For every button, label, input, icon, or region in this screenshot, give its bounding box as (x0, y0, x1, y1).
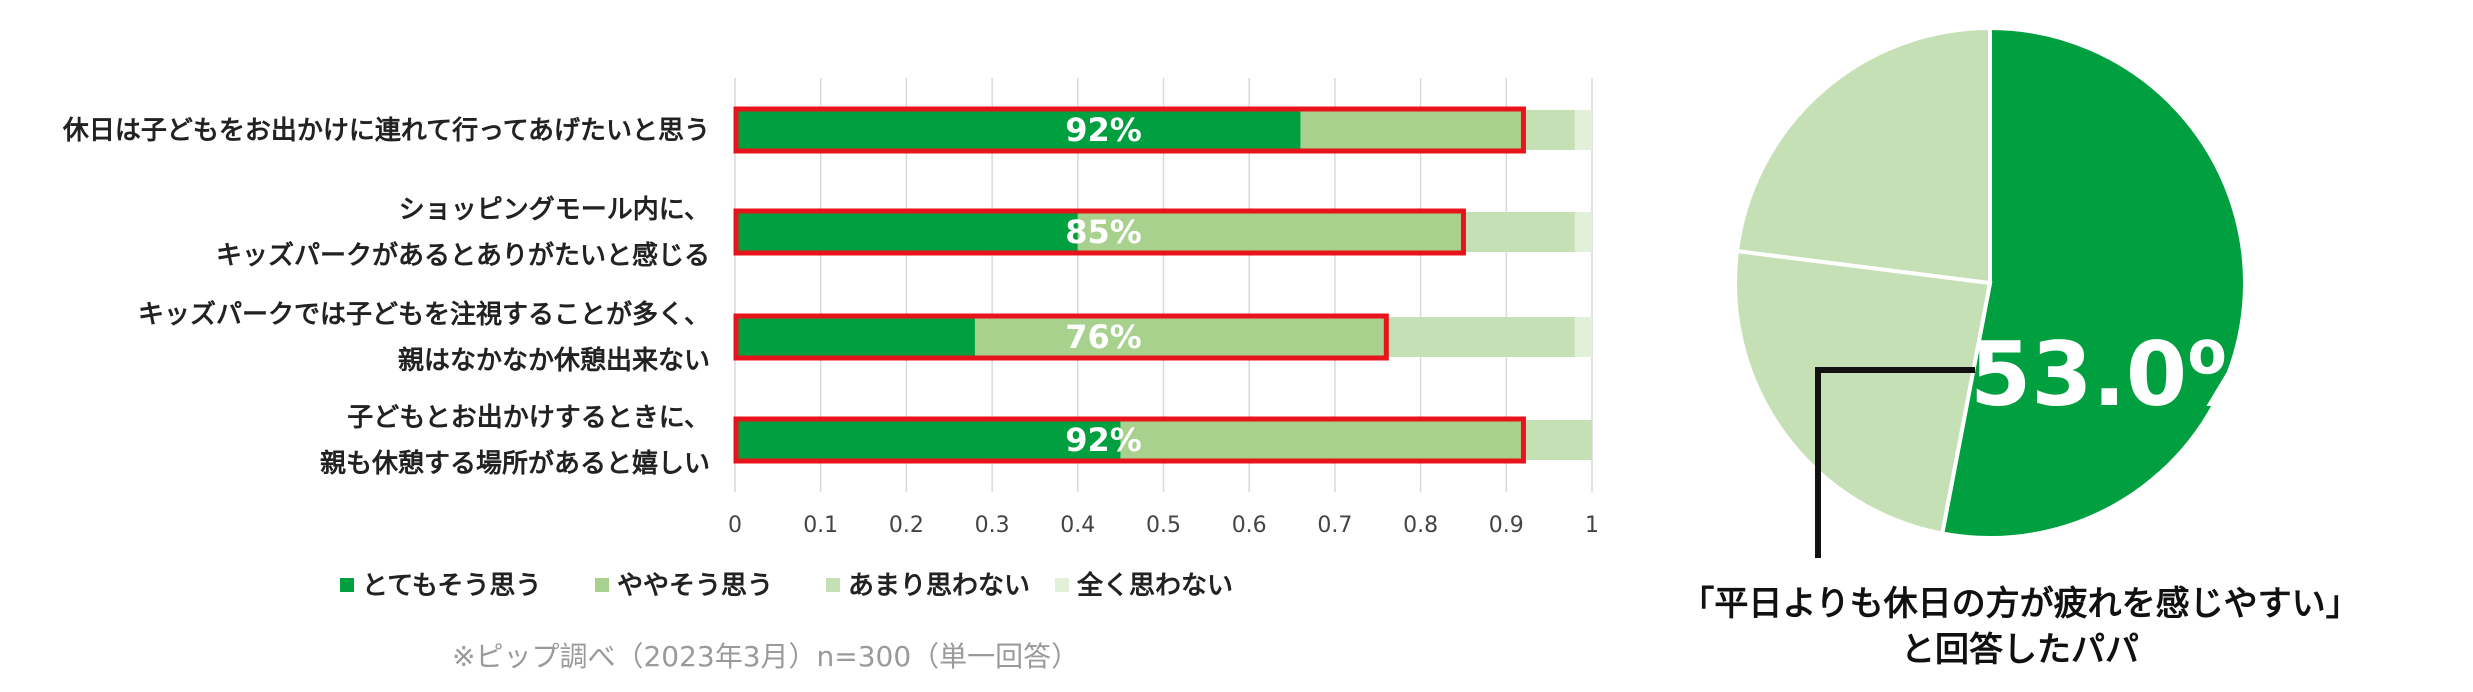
stacked-bar-chart: 休日は子どもをお出かけに連れて行ってあげたいと思うショッピングモール内に、キッズ… (62, 78, 1599, 673)
pie-slices (1733, 25, 2247, 540)
category-label: キッズパークでは子どもを注視することが多く、 (138, 299, 710, 330)
legend-item: あまり思わない (826, 571, 1030, 601)
legend-item: とてもそう思う (340, 571, 541, 601)
bar-segment (1077, 212, 1464, 252)
x-tick-label: 1 (1585, 513, 1599, 538)
pie-slice (1734, 25, 1992, 286)
x-tick-label: 0.5 (1146, 513, 1181, 538)
category-label: 休日は子どもをお出かけに連れて行ってあげたいと思う (62, 115, 710, 146)
legend-swatch (826, 578, 840, 592)
legend-label: とてもそう思う (362, 571, 541, 601)
percent-labels: 92% 85% 76% 92% (1065, 111, 1142, 459)
bar-segment (1463, 212, 1575, 252)
category-label: ショッピングモール内に、 (399, 195, 710, 225)
bar-segment (1574, 212, 1592, 252)
highlight-box (733, 313, 1389, 361)
x-tick-label: 0.9 (1489, 513, 1524, 538)
bar-segment (735, 110, 1301, 150)
category-label: 親も休憩する場所があると嬉しい (320, 448, 710, 479)
callout-line (1815, 367, 1975, 558)
caption-line: と回答したパパ (1901, 630, 2139, 670)
x-tick-label: 0.2 (889, 513, 924, 538)
bar-segment (735, 420, 1121, 460)
highlight-box (733, 208, 1466, 256)
pie-slice (1733, 248, 1993, 536)
highlight-box (733, 416, 1526, 464)
percent-label: 92% (1065, 421, 1142, 459)
category-label: キッズパークがあるとありがたいと感じる (216, 240, 710, 271)
legend-swatch (1055, 578, 1069, 592)
bar-series (735, 110, 1592, 460)
bar-segment (1523, 420, 1592, 460)
bar-segment (1120, 420, 1524, 460)
percent-label: 92% (1065, 111, 1142, 149)
x-tick-label: 0.1 (803, 513, 838, 538)
legend-swatch (340, 578, 354, 592)
pie-slice (1939, 25, 2247, 540)
legend-item: 全く思わない (1055, 570, 1233, 601)
legend-label: あまり思わない (848, 571, 1030, 601)
highlight-boxes (733, 106, 1526, 464)
bar-segment (735, 317, 975, 357)
category-labels: 休日は子どもをお出かけに連れて行ってあげたいと思うショッピングモール内に、キッズ… (62, 115, 710, 479)
bar-segment (1574, 317, 1592, 357)
legend: とてもそう思う ややそう思う あまり思わない 全く思わない (340, 570, 1233, 601)
pie-chart: 53.0% 「平日よりも休日の方が疲れを感じやすい」と回答したパパ (1680, 25, 2360, 670)
x-tick-label: 0.4 (1060, 513, 1095, 538)
category-label: 子どもとお出かけするときに、 (347, 403, 710, 433)
bar-segment (1574, 110, 1592, 150)
legend-label: ややそう思う (617, 571, 773, 601)
pie-slice-label: 53.0% (1970, 323, 2275, 426)
bar-segment (1300, 110, 1524, 150)
x-axis-ticks: 0 0.1 0.2 0.3 0.4 0.5 0.6 0.7 0.8 0.9 1 (728, 513, 1599, 538)
x-tick-label: 0.6 (1232, 513, 1267, 538)
legend-item: ややそう思う (595, 571, 773, 601)
x-tick-label: 0.8 (1403, 513, 1438, 538)
bar-segment (1523, 110, 1575, 150)
percent-label: 76% (1065, 318, 1142, 356)
source-note: ※ピップ調べ（2023年3月）n=300（単一回答） (452, 640, 1079, 673)
legend-swatch (595, 578, 609, 592)
caption-line: 「平日よりも休日の方が疲れを感じやすい」 (1680, 584, 2359, 624)
x-tick-label: 0.7 (1317, 513, 1352, 538)
percent-label: 85% (1065, 213, 1142, 251)
bar-segment (735, 212, 1078, 252)
bar-segment (974, 317, 1387, 357)
x-tick-label: 0 (728, 513, 742, 538)
bar-segment (1386, 317, 1575, 357)
pie-caption: 「平日よりも休日の方が疲れを感じやすい」と回答したパパ (1680, 584, 2359, 670)
legend-label: 全く思わない (1076, 570, 1233, 601)
category-label: 親はなかなか休憩出来ない (398, 345, 710, 376)
x-tick-label: 0.3 (975, 513, 1010, 538)
highlight-box (733, 106, 1526, 154)
